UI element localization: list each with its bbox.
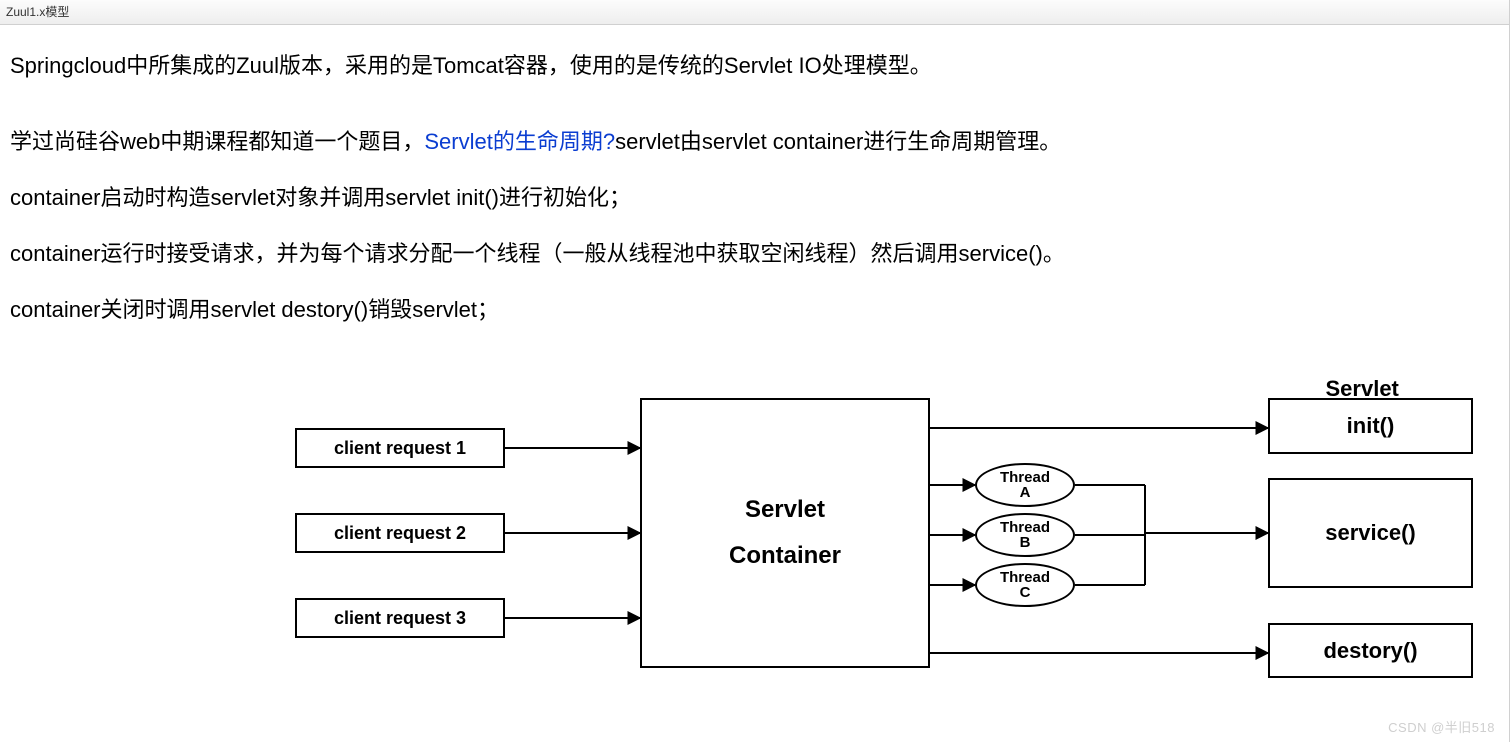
node-client1: client request 1 xyxy=(295,428,505,468)
node-client3: client request 3 xyxy=(295,598,505,638)
node-destory: destory() xyxy=(1268,623,1473,678)
node-threadB: ThreadB xyxy=(975,513,1075,557)
window-title: Zuul1.x模型 xyxy=(6,5,69,19)
p2-pre: 学过尚硅谷web中期课程都知道一个题目， xyxy=(10,129,424,154)
node-service: service() xyxy=(1268,478,1473,588)
window: Zuul1.x模型 Springcloud中所集成的Zuul版本，采用的是Tom… xyxy=(0,0,1510,742)
window-titlebar: Zuul1.x模型 xyxy=(0,0,1509,25)
paragraph-2: 学过尚硅谷web中期课程都知道一个题目，Servlet的生命周期?servlet… xyxy=(10,119,1499,165)
servlet-lifecycle-link[interactable]: Servlet的生命周期? xyxy=(424,129,615,154)
paragraph-1: Springcloud中所集成的Zuul版本，采用的是Tomcat容器，使用的是… xyxy=(10,43,1499,89)
servlet-diagram: Servletclient request 1client request 2c… xyxy=(10,363,1500,693)
paragraph-4: container运行时接受请求，并为每个请求分配一个线程（一般从线程池中获取空… xyxy=(10,231,1499,277)
p2-post: servlet由servlet container进行生命周期管理。 xyxy=(615,129,1061,154)
paragraph-5: container关闭时调用servlet destory()销毁servlet… xyxy=(10,287,1499,333)
document-body: Springcloud中所集成的Zuul版本，采用的是Tomcat容器，使用的是… xyxy=(0,25,1509,703)
paragraph-3: container启动时构造servlet对象并调用servlet init()… xyxy=(10,175,1499,221)
node-client2: client request 2 xyxy=(295,513,505,553)
node-threadC: ThreadC xyxy=(975,563,1075,607)
node-init: init() xyxy=(1268,398,1473,454)
node-container: Servlet Container xyxy=(640,398,930,668)
watermark: CSDN @半旧518 xyxy=(1388,717,1495,736)
node-threadA: ThreadA xyxy=(975,463,1075,507)
